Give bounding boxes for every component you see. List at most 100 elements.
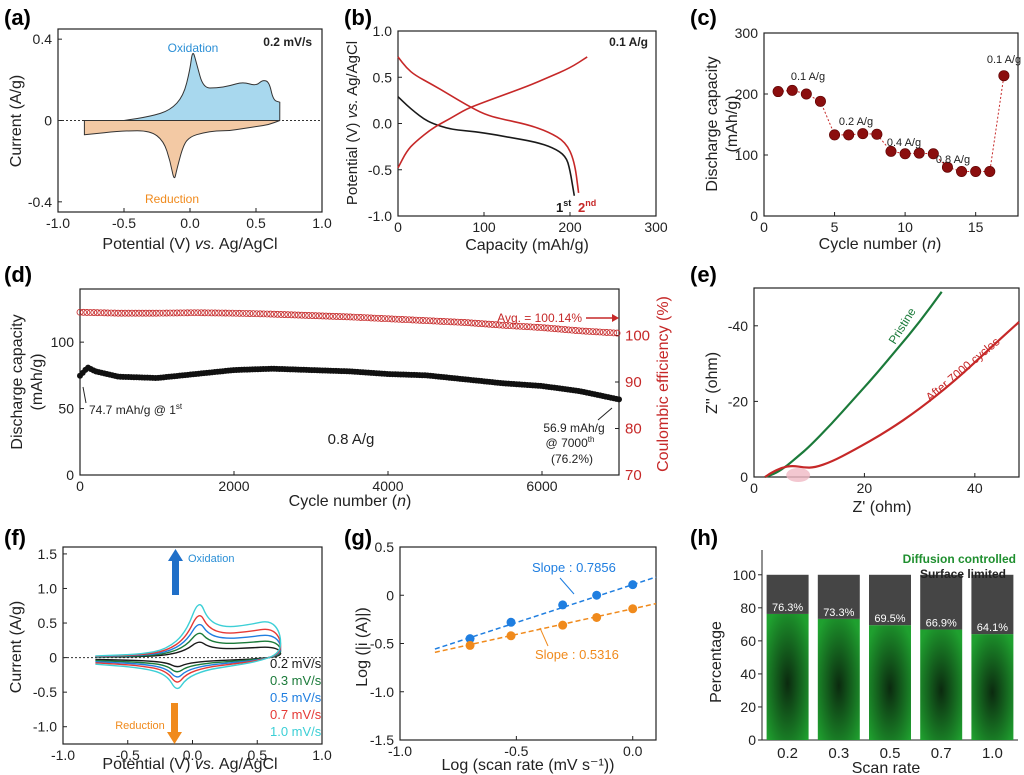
capacity-series bbox=[77, 364, 622, 403]
log-point bbox=[558, 600, 568, 610]
x-tick-label: 1.0 bbox=[312, 215, 332, 231]
rate-step-label: 0.4 A/g bbox=[887, 137, 921, 149]
efficiency-point bbox=[610, 329, 618, 337]
x-tick-label: 100 bbox=[472, 219, 496, 235]
efficiency-point bbox=[391, 315, 399, 323]
efficiency-point bbox=[218, 309, 226, 317]
efficiency-point bbox=[603, 329, 611, 336]
capacity-point bbox=[857, 128, 869, 140]
efficiency-point bbox=[121, 309, 129, 317]
efficiency-point bbox=[135, 309, 143, 317]
efficiency-point bbox=[256, 310, 264, 318]
efficiency-point bbox=[132, 309, 139, 317]
efficiency-point bbox=[374, 314, 382, 322]
y-tick-label: -1.5 bbox=[370, 732, 394, 748]
efficiency-point bbox=[527, 323, 534, 331]
y-tick-label: 300 bbox=[735, 25, 759, 41]
bar-value-label: 73.3% bbox=[823, 607, 854, 619]
legend-diffusion: Diffusion controlled bbox=[903, 552, 1016, 566]
efficiency-point bbox=[395, 315, 403, 323]
efficiency-point bbox=[384, 315, 392, 323]
efficiency-point bbox=[263, 310, 271, 318]
capacity-point bbox=[616, 396, 622, 403]
y-axis-label-line: Discharge capacity bbox=[704, 56, 721, 191]
y-axis-label: Percentage bbox=[708, 621, 725, 703]
capacity-point bbox=[984, 165, 996, 177]
efficiency-point bbox=[440, 318, 448, 325]
efficiency-point bbox=[443, 318, 451, 326]
efficiency-point bbox=[163, 309, 171, 317]
capacity-point bbox=[956, 165, 968, 177]
y-tick-label: -0.5 bbox=[33, 684, 57, 700]
start-pointer bbox=[82, 386, 87, 404]
x-axis-label-part: vs. bbox=[195, 236, 215, 253]
cv-curve bbox=[95, 623, 282, 678]
x-tick-label: 0.0 bbox=[623, 743, 643, 759]
y2-tick-label: 80 bbox=[625, 421, 642, 438]
y-tick-label: -1.0 bbox=[33, 719, 57, 735]
x-tick-label: 1.0 bbox=[312, 747, 332, 763]
y2-tick-label: 90 bbox=[625, 374, 642, 391]
efficiency-point bbox=[520, 323, 527, 330]
efficiency-point bbox=[100, 309, 108, 317]
efficiency-point bbox=[360, 314, 368, 322]
oxidation-arrow-head bbox=[168, 549, 183, 561]
bar-value-label: 66.9% bbox=[926, 617, 957, 629]
panel-letter: (g) bbox=[344, 525, 372, 550]
reduction-arrow-head bbox=[167, 732, 182, 744]
efficiency-point bbox=[83, 309, 91, 316]
x-axis-label-part: Cycle number ( bbox=[289, 493, 398, 510]
y-tick-label: 200 bbox=[735, 86, 759, 102]
fit-line bbox=[434, 576, 657, 650]
diffusion-bar bbox=[971, 634, 1014, 740]
efficiency-point bbox=[485, 320, 493, 328]
panel-g-axes: -1.0 -0.5 0.0-1.5-1.0-0.500.5 bbox=[370, 539, 657, 759]
panel-b-axes: 0 100 200 300 -1.0 -0.5 0.0 0.5 1.0 bbox=[368, 23, 668, 235]
impedance-line bbox=[764, 321, 1020, 478]
panel-letter: (h) bbox=[690, 525, 718, 550]
capacity-point bbox=[941, 161, 953, 173]
efficiency-point bbox=[450, 318, 458, 326]
efficiency-point bbox=[447, 318, 455, 326]
efficiency-point bbox=[565, 326, 572, 334]
x-tick-label: 6000 bbox=[526, 478, 557, 494]
panel-letter: (d) bbox=[4, 262, 32, 287]
log-point bbox=[506, 617, 516, 627]
log-point bbox=[506, 631, 516, 641]
efficiency-point bbox=[398, 316, 406, 323]
efficiency-point bbox=[596, 328, 604, 336]
panel-a-axes: -1.0 -0.5 0.0 0.5 1.0 -0.4 0 0.4 bbox=[28, 28, 332, 231]
y-axis-label: Current (A/g) bbox=[8, 75, 25, 167]
efficiency-point bbox=[294, 311, 302, 319]
efficiency-point bbox=[364, 314, 371, 322]
diffusion-bar bbox=[920, 629, 963, 740]
efficiency-point bbox=[426, 317, 434, 325]
x-axis-label-part: vs. bbox=[195, 756, 215, 773]
panel-d-axes: 0 2000 4000 6000 0 50 100 bbox=[51, 288, 620, 494]
efficiency-point bbox=[367, 314, 375, 322]
efficiency-point bbox=[475, 320, 482, 327]
efficiency-point bbox=[572, 327, 579, 334]
x-axis-label-part: Cycle number ( bbox=[819, 236, 928, 253]
y-axis-label-part: Ag/AgCl bbox=[344, 41, 361, 99]
diffusion-bar bbox=[817, 618, 860, 740]
after-cycles-label: After 7000 cycles bbox=[923, 334, 1003, 404]
y-tick-label: 1.0 bbox=[38, 580, 58, 596]
average-efficiency-label: Avg. = 100.14% bbox=[497, 311, 582, 325]
y-tick-label: -20 bbox=[728, 393, 748, 409]
x-tick-label: 15 bbox=[968, 219, 984, 235]
semicircle-highlight bbox=[786, 468, 811, 482]
efficiency-point bbox=[454, 318, 462, 326]
efficiency-point bbox=[381, 315, 389, 323]
x-axis-label: Z' (ohm) bbox=[852, 499, 911, 516]
x-tick-label: 5 bbox=[831, 219, 839, 235]
pristine-label: Pristine bbox=[886, 305, 919, 347]
efficiency-point bbox=[575, 327, 583, 335]
efficiency-point bbox=[329, 312, 337, 320]
surface-bar bbox=[920, 574, 963, 630]
efficiency-point bbox=[423, 317, 430, 325]
efficiency-point bbox=[419, 317, 427, 324]
efficiency-point bbox=[544, 324, 552, 332]
x-tick-label: 300 bbox=[644, 219, 668, 235]
